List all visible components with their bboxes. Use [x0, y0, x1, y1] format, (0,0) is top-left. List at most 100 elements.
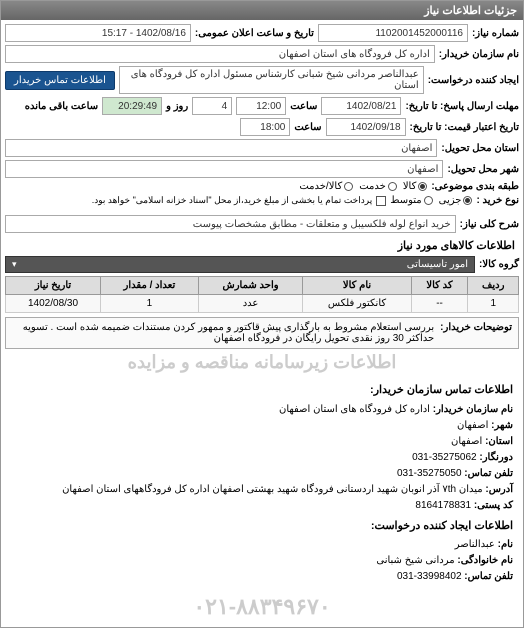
radio-on-icon [418, 182, 427, 191]
remain-days: 4 [192, 97, 232, 115]
group-select[interactable]: امور تاسیساتی ▾ [5, 256, 475, 273]
footer-phone: ۰۲۱-۸۸۳۴۹۶۷۰ [5, 591, 519, 623]
contact-block: اطلاعات تماس سازمان خریدار: نام سازمان خ… [5, 376, 519, 591]
req-header: اطلاعات ایجاد کننده درخواست: [11, 518, 513, 536]
number-label: شماره نیاز: [472, 28, 519, 39]
contact-button[interactable]: اطلاعات تماس خریدار [5, 71, 115, 90]
panel-body: شماره نیاز: 1102001452000116 تاریخ و ساع… [1, 20, 523, 627]
phone-label: تلفن تماس: [464, 468, 513, 479]
city-value: اصفهان [5, 160, 443, 178]
goods-table: ردیف کد کالا نام کالا واحد شمارش تعداد /… [5, 276, 519, 313]
name-label: نام: [498, 539, 513, 550]
pkg-service-label: خدمت [359, 181, 386, 192]
radio-off-icon [424, 196, 433, 205]
pkg-both-radio[interactable]: کالا/خدمت [299, 181, 353, 192]
pkg-goods-radio[interactable]: کالا [403, 181, 428, 192]
city-label: شهر محل تحویل: [447, 164, 519, 175]
notes-text: بررسی استعلام مشروط به بارگذاری پیش قاکت… [12, 322, 434, 344]
rphone-label: تلفن تماس: [464, 571, 513, 582]
c-city-label: شهر: [491, 420, 513, 431]
family-value: مردانی شیخ شبانی [376, 555, 454, 566]
panel-title: جزئیات اطلاعات نیاز [1, 1, 523, 20]
cell-code: -- [411, 295, 468, 313]
chevron-down-icon: ▾ [12, 259, 17, 270]
deadline-date: 1402/08/21 [321, 97, 401, 115]
org-label: نام سازمان خریدار: [433, 404, 513, 415]
row-package: طبقه بندی موضوعی: کالا خدمت کالا/خدمت [5, 181, 519, 192]
buytype-label: نوع خرید : [476, 195, 519, 206]
province-label: استان محل تحویل: [441, 143, 519, 154]
buy-note: پرداخت تمام یا بخشی از مبلغ خرید،از محل … [92, 195, 372, 206]
col-qty: تعداد / مقدار [101, 277, 199, 295]
buy-medium-radio[interactable]: متوسط [390, 195, 432, 206]
cell-unit: عدد [198, 295, 303, 313]
post-value: 8164178831 [415, 500, 471, 511]
remain-suffix: ساعت باقی مانده [25, 101, 98, 112]
notes-label: توضیحات خریدار: [440, 322, 512, 344]
validity-time: 18:00 [240, 118, 290, 136]
fax-label: دورنگار: [479, 452, 513, 463]
pkg-goods-label: کالا [403, 181, 417, 192]
row-province: استان محل تحویل: اصفهان [5, 139, 519, 157]
family-label: نام خانوادگی: [457, 555, 513, 566]
col-name: نام کالا [303, 277, 411, 295]
buyer-label: نام سازمان خریدار: [439, 49, 519, 60]
number-value: 1102001452000116 [318, 24, 468, 42]
row-validity: تاریخ اعتبار قیمت: تا تاریخ: 1402/09/18 … [5, 118, 519, 136]
treasury-checkbox[interactable] [376, 196, 386, 206]
announce-value: 1402/08/16 - 15:17 [5, 24, 191, 42]
pkg-radio-group: کالا خدمت کالا/خدمت [299, 181, 427, 192]
c-city-value: اصفهان [457, 420, 488, 431]
contact-header: اطلاعات تماس سازمان خریدار: [11, 382, 513, 400]
row-desc: شرح کلی نیاز: خرید انواع لوله فلکسیبل و … [5, 215, 519, 233]
validity-date: 1402/09/18 [326, 118, 406, 136]
table-row[interactable]: 1 -- کانکتور فلکس عدد 1 1402/08/30 [6, 295, 519, 313]
province-value: اصفهان [5, 139, 437, 157]
group-value: امور تاسیساتی [407, 259, 468, 270]
time-label-1: ساعت [290, 101, 317, 112]
buy-minor-radio[interactable]: جزیی [439, 195, 473, 206]
deadline-time: 12:00 [236, 97, 286, 115]
fax-value: 35275062-031 [412, 452, 477, 463]
row-city: شهر محل تحویل: اصفهان [5, 160, 519, 178]
radio-on-icon [463, 196, 472, 205]
col-unit: واحد شمارش [198, 277, 303, 295]
details-panel: جزئیات اطلاعات نیاز شماره نیاز: 11020014… [0, 0, 524, 628]
radio-off-icon [388, 182, 397, 191]
requester-label: ایجاد کننده درخواست: [428, 75, 519, 86]
addr-label: آدرس: [485, 484, 513, 495]
goods-section-title: اطلاعات کالاهای مورد نیاز [5, 239, 519, 252]
buyer-value: اداره کل فرودگاه های استان اصفهان [5, 45, 435, 63]
cell-name: کانکتور فلکس [303, 295, 411, 313]
row-buytype: نوع خرید : جزیی متوسط پرداخت تمام یا بخش… [5, 195, 519, 206]
cell-idx: 1 [468, 295, 519, 313]
notes-box: توضیحات خریدار: بررسی استعلام مشروط به ب… [5, 317, 519, 349]
radio-off-icon [344, 182, 353, 191]
col-row: ردیف [468, 277, 519, 295]
org-value: اداره کل فرودگاه های استان اصفهان [279, 404, 430, 415]
validity-label: تاریخ اعتبار قیمت: تا تاریخ: [410, 122, 519, 133]
addr-value: میدان ۷th آذر انوبان شهید اردستانی فرودگ… [62, 484, 483, 495]
table-header-row: ردیف کد کالا نام کالا واحد شمارش تعداد /… [6, 277, 519, 295]
pkg-label: طبقه بندی موضوعی: [431, 181, 519, 192]
row-group: گروه کالا: امور تاسیساتی ▾ [5, 256, 519, 273]
buy-minor-label: جزیی [439, 195, 462, 206]
cell-date: 1402/08/30 [6, 295, 101, 313]
pkg-service-radio[interactable]: خدمت [359, 181, 397, 192]
c-prov-value: اصفهان [451, 436, 482, 447]
row-requester: ایجاد کننده درخواست: عبدالناصر مردانی شی… [5, 66, 519, 94]
cell-qty: 1 [101, 295, 199, 313]
announce-label: تاریخ و ساعت اعلان عمومی: [195, 28, 314, 39]
desc-value: خرید انواع لوله فلکسیبل و متعلقات - مطاب… [5, 215, 456, 233]
row-buyer: نام سازمان خریدار: اداره کل فرودگاه های … [5, 45, 519, 63]
watermark-text: اطلاعات زیرسامانه مناقصه و مزایده [5, 349, 519, 376]
name-value: عبدالناصر [455, 539, 495, 550]
row-deadline: مهلت ارسال پاسخ: تا تاریخ: 1402/08/21 سا… [5, 97, 519, 115]
col-code: کد کالا [411, 277, 468, 295]
time-label-2: ساعت [294, 122, 321, 133]
post-label: کد پستی: [474, 500, 513, 511]
deadline-label: مهلت ارسال پاسخ: تا تاریخ: [405, 101, 519, 112]
group-label: گروه کالا: [479, 259, 519, 270]
remain-time: 20:29:49 [102, 97, 162, 115]
rphone-value: 33998402-031 [397, 571, 462, 582]
